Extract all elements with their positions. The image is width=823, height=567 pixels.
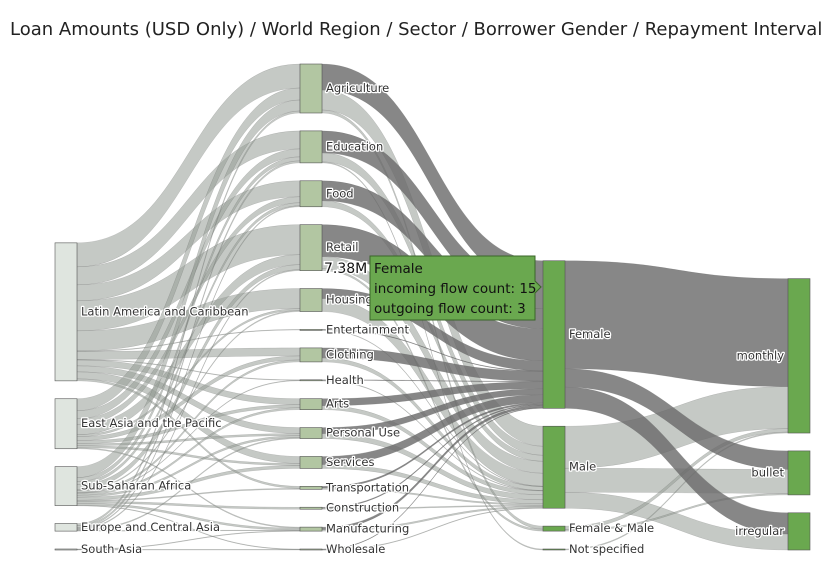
node-label: Transportation	[325, 480, 409, 494]
tooltip-value: 7.38M	[324, 261, 367, 277]
node-label: Retail	[326, 240, 359, 254]
node	[299, 347, 323, 363]
node-label: Manufacturing	[326, 522, 409, 536]
node-label: Wholesale	[326, 542, 385, 556]
node	[299, 398, 323, 410]
node	[299, 427, 323, 439]
node	[299, 224, 323, 271]
node-label: Female & Male	[569, 521, 654, 535]
node	[54, 398, 78, 450]
node	[542, 260, 566, 409]
tooltip-node: Female	[374, 261, 423, 277]
node-label: Latin America and Caribbean	[81, 304, 249, 318]
node-label: Education	[326, 139, 383, 153]
tooltip: 7.38M Female incoming flow count: 15 out…	[323, 255, 542, 321]
node	[542, 425, 566, 509]
tooltip-outgoing: outgoing flow count: 3	[374, 301, 526, 317]
node-label: Services	[326, 455, 375, 469]
chart-title: Loan Amounts (USD Only) / World Region /…	[10, 19, 822, 40]
node	[542, 525, 566, 532]
node-label: Sub-Saharan Africa	[81, 479, 191, 493]
node-label: Construction	[326, 501, 399, 515]
node	[787, 512, 811, 551]
node-label: Male	[569, 460, 596, 474]
node	[299, 288, 323, 312]
node-label: Agriculture	[326, 81, 389, 95]
node-label: Food	[326, 186, 354, 200]
node	[299, 63, 323, 114]
node-label: irregular	[735, 524, 784, 538]
node	[54, 548, 78, 551]
node	[299, 329, 323, 331]
node	[299, 548, 323, 551]
node	[54, 242, 78, 382]
node-label: Entertainment	[326, 322, 409, 336]
node-label: monthly	[737, 348, 785, 362]
node	[787, 450, 811, 496]
node	[299, 180, 323, 208]
node-label: Personal Use	[326, 426, 400, 440]
link	[564, 260, 789, 387]
node-label: East Asia and the Pacific	[81, 416, 222, 430]
node-label: Not specified	[569, 542, 644, 556]
node-label: Arts	[326, 397, 349, 411]
node	[54, 466, 78, 506]
node	[299, 456, 323, 469]
node	[299, 486, 323, 490]
node	[787, 278, 811, 434]
node	[542, 548, 566, 551]
node-label: Female	[569, 327, 611, 341]
node	[299, 379, 323, 382]
node	[54, 523, 78, 532]
node-label: Clothing	[326, 347, 374, 361]
nodes: Latin America and Caribbean East Asia and…	[54, 63, 811, 557]
tooltip-incoming: incoming flow count: 15	[374, 281, 537, 297]
node-label: South Asia	[81, 542, 142, 556]
node	[299, 526, 323, 532]
node	[299, 130, 323, 164]
node-label: Housing	[326, 293, 373, 307]
tooltip-box	[369, 255, 542, 321]
node	[299, 506, 323, 510]
node-label: Health	[326, 373, 364, 387]
node-label: bullet	[751, 465, 784, 479]
node-label: Europe and Central Asia	[81, 520, 220, 534]
